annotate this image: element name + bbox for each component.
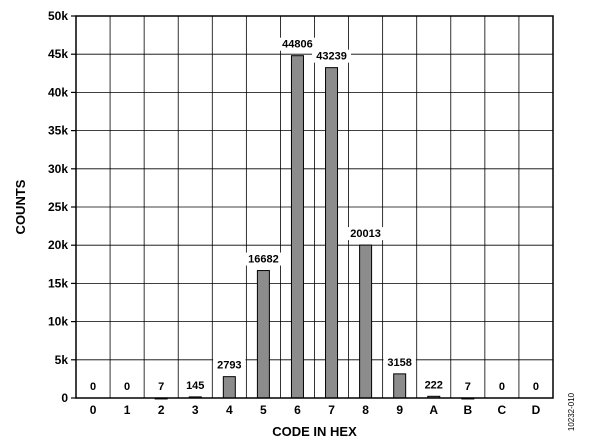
x-axis-title: CODE IN HEX [272, 424, 357, 439]
y-tick-label: 30k [48, 162, 68, 176]
data-label: 0 [124, 381, 130, 393]
grid-lines [76, 16, 553, 398]
x-tick-label: 8 [362, 403, 369, 417]
data-label-bg [383, 355, 416, 369]
y-tick-label: 15k [48, 276, 68, 290]
y-tick-label: 10k [48, 315, 68, 329]
x-tick-label: 6 [294, 403, 301, 417]
y-tick-label: 50k [48, 9, 68, 23]
y-tick-label: 35k [48, 124, 68, 138]
data-label-bg [182, 378, 209, 392]
data-label: 0 [533, 381, 539, 393]
data-label-bg [277, 37, 317, 51]
data-label: 20013 [350, 228, 381, 240]
data-label-bg [529, 380, 543, 393]
y-tick-label: 20k [48, 238, 68, 252]
x-tick-label: D [532, 403, 541, 417]
x-tick-label: C [498, 403, 507, 417]
y-axis-title: COUNTS [13, 179, 28, 234]
data-label-bg [346, 227, 386, 241]
x-tick-label: 4 [226, 403, 233, 417]
x-tick-label: 5 [260, 403, 267, 417]
bar [222, 376, 236, 399]
y-tick-label: 5k [55, 353, 69, 367]
y-tick-label: 40k [48, 85, 68, 99]
data-label-bg [120, 380, 134, 393]
y-tick-label: 45k [48, 47, 68, 61]
x-tick-label: B [463, 403, 472, 417]
x-tick-label: 7 [328, 403, 335, 417]
bar [256, 270, 270, 399]
x-tick-label: 0 [90, 403, 97, 417]
data-label: 3158 [387, 357, 411, 369]
bar [359, 244, 373, 399]
data-label-bg [495, 380, 509, 393]
bar [325, 67, 339, 399]
data-label: 7 [465, 381, 471, 393]
data-label: 43239 [316, 51, 347, 63]
x-tick-label: 9 [396, 403, 403, 417]
data-label: 0 [90, 381, 96, 393]
data-label-bg [243, 252, 283, 266]
data-label: 16682 [248, 254, 279, 266]
y-tick-label: 25k [48, 200, 68, 214]
data-label: 145 [186, 380, 204, 392]
data-label-bg [86, 380, 100, 393]
data-label-bg [154, 379, 168, 393]
data-label: 2793 [217, 360, 241, 372]
x-tick-label: 3 [192, 403, 199, 417]
x-tick-labels: 0 1 2 3 4 5 6 7 8 9 A B C D [90, 403, 541, 417]
y-tick-label: 0 [61, 391, 68, 405]
bar [393, 373, 407, 399]
data-label: 7 [158, 381, 164, 393]
data-label: 0 [499, 381, 505, 393]
data-label: 44806 [282, 39, 313, 51]
bar [290, 55, 304, 399]
x-tick-label: 1 [124, 403, 131, 417]
y-tick-labels: 0 5k 10k 15k 20k 25k 30k 35k 40k 45k 50k [48, 9, 76, 405]
x-tick-label: A [429, 403, 438, 417]
figure-id: 10232-010 [567, 392, 576, 431]
data-label: 222 [425, 379, 443, 391]
data-label-bg [312, 49, 352, 63]
data-label-bg [213, 358, 246, 372]
x-tick-label: 2 [158, 403, 165, 417]
data-label-bg [461, 379, 475, 393]
data-label-bg [420, 378, 447, 392]
